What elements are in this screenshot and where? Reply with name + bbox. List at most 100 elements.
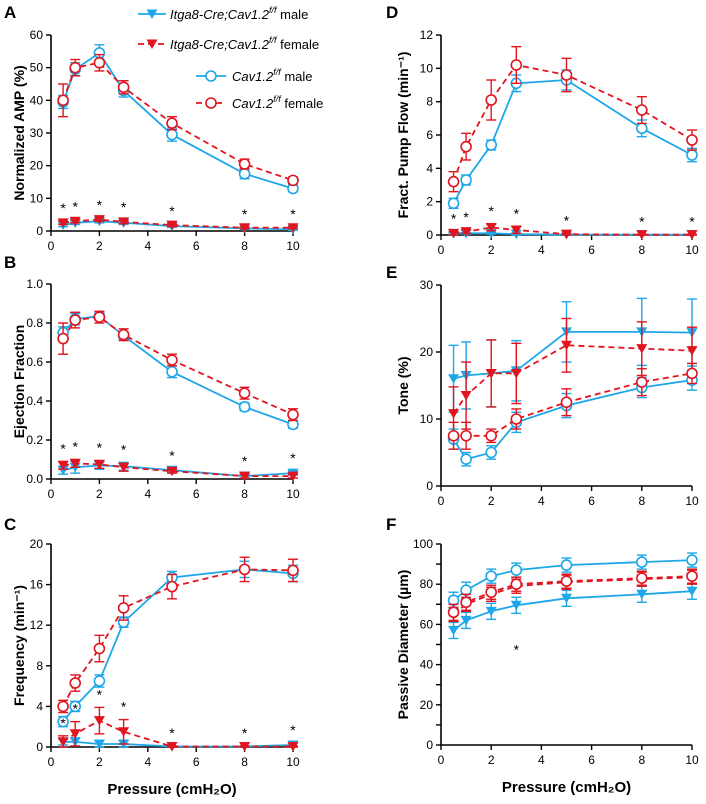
data-point xyxy=(485,139,498,151)
significance-star: * xyxy=(97,439,103,455)
y-tick-label: 1.0 xyxy=(26,277,43,291)
significance-star: * xyxy=(639,213,645,229)
y-tick-label: 0 xyxy=(36,740,43,754)
data-point xyxy=(485,570,498,582)
data-point xyxy=(485,429,498,442)
series-line xyxy=(62,316,294,416)
data-point xyxy=(118,462,130,473)
significance-star: * xyxy=(564,212,570,228)
legend-label: Cav1.2f/f male xyxy=(232,67,313,84)
data-point xyxy=(69,458,81,469)
x-tick-label: 6 xyxy=(588,243,595,257)
data-point xyxy=(686,134,698,146)
y-tick-label: 30 xyxy=(420,278,434,292)
x-tick-label: 0 xyxy=(438,494,445,508)
x-tick-label: 10 xyxy=(685,753,699,767)
y-tick-label: 100 xyxy=(413,537,433,551)
y-tick-label: 40 xyxy=(30,93,44,107)
data-point xyxy=(686,149,698,161)
y-tick-label: 0.8 xyxy=(26,316,43,330)
data-point xyxy=(93,215,105,225)
legend-marker xyxy=(205,97,217,109)
data-point xyxy=(57,332,69,345)
panel-letter-b: B xyxy=(4,253,16,272)
data-point xyxy=(93,56,106,69)
data-point xyxy=(686,346,698,356)
x-tick-label: 10 xyxy=(286,487,300,501)
data-point xyxy=(166,741,178,752)
data-point xyxy=(238,158,251,170)
x-tick-label: 4 xyxy=(538,243,545,257)
data-point xyxy=(57,700,69,713)
data-point xyxy=(93,675,106,687)
significance-star: * xyxy=(169,203,175,219)
y-tick-label: 4 xyxy=(36,699,43,713)
series-ctl-female xyxy=(57,53,299,187)
x-tick-label: 2 xyxy=(96,487,103,501)
significance-star: * xyxy=(242,725,248,741)
legend-item-ko-male: Itga8-Cre;Cav1.2f/f male xyxy=(138,5,308,22)
panel-d: 0 2 4 6 8 10 12 0 2 4 6 8 10 Fract. Pump Flow (min⁻¹)… xyxy=(395,28,699,257)
significance-star: * xyxy=(72,439,78,455)
data-point xyxy=(448,228,460,239)
data-point xyxy=(69,61,81,74)
significance-star: * xyxy=(290,450,296,466)
data-point xyxy=(510,59,523,71)
data-point xyxy=(93,311,106,323)
x-tick-label: 4 xyxy=(538,494,545,508)
significance-star: * xyxy=(97,197,103,213)
data-point xyxy=(69,314,81,326)
legend-item-ko-female: Itga8-Cre;Cav1.2f/f female xyxy=(138,35,319,52)
data-point xyxy=(510,225,522,235)
data-point xyxy=(93,642,106,655)
data-point xyxy=(69,700,81,713)
x-tick-label: 4 xyxy=(144,239,151,253)
x-tick-label: 2 xyxy=(96,755,103,769)
x-tick-label: 0 xyxy=(48,755,55,769)
data-point xyxy=(561,340,572,351)
data-point xyxy=(635,572,648,584)
y-axis-label: Frequency (min⁻¹) xyxy=(11,585,27,706)
x-tick-label: 8 xyxy=(638,243,645,257)
series-ctl-female xyxy=(57,556,299,714)
panel-c: 0 4 8 12 16 20 0 2 4 6 8 10 Frequency (min⁻¹) Pressur… xyxy=(11,537,300,798)
x-tick-label: 10 xyxy=(685,494,699,508)
y-tick-label: 0 xyxy=(36,224,43,238)
data-point xyxy=(485,446,498,459)
significance-star: * xyxy=(242,206,248,222)
series-line xyxy=(62,315,294,426)
data-point xyxy=(485,586,498,599)
series-line xyxy=(452,64,693,183)
data-point xyxy=(239,741,251,752)
data-point xyxy=(686,554,698,566)
y-axis-label: Ejection Fraction xyxy=(11,325,27,439)
x-axis-label: Pressure (cmH₂O) xyxy=(107,781,236,798)
x-tick-label: 0 xyxy=(438,753,445,767)
y-tick-label: 80 xyxy=(420,577,434,591)
y-tick-label: 2 xyxy=(426,195,433,209)
legend-marker xyxy=(146,9,158,19)
data-point xyxy=(510,413,523,425)
data-point xyxy=(460,429,472,442)
series-ctl-male xyxy=(57,310,299,431)
y-tick-label: 0 xyxy=(426,738,433,752)
data-point xyxy=(57,737,69,747)
data-point xyxy=(57,465,69,476)
data-point xyxy=(118,727,130,737)
data-point xyxy=(447,606,460,619)
significance-star: * xyxy=(451,211,457,227)
significance-star: * xyxy=(689,213,695,229)
significance-star: * xyxy=(290,206,296,222)
legend-item-ctl-female: Cav1.2f/f female xyxy=(196,94,323,111)
series-ctl-male xyxy=(447,369,698,467)
data-point xyxy=(510,368,522,379)
data-point xyxy=(117,81,130,94)
x-tick-label: 4 xyxy=(144,487,151,501)
y-axis-label: Passive Diameter (µm) xyxy=(395,570,411,720)
data-point xyxy=(510,564,523,576)
series-ctl-female xyxy=(447,568,698,622)
panel-e: 0 10 20 30 0 2 4 6 8 10 Tone (%) xyxy=(395,278,699,508)
x-tick-label: 6 xyxy=(193,755,200,769)
legend-label: Cav1.2f/f female xyxy=(232,94,323,111)
y-tick-label: 40 xyxy=(420,658,434,672)
